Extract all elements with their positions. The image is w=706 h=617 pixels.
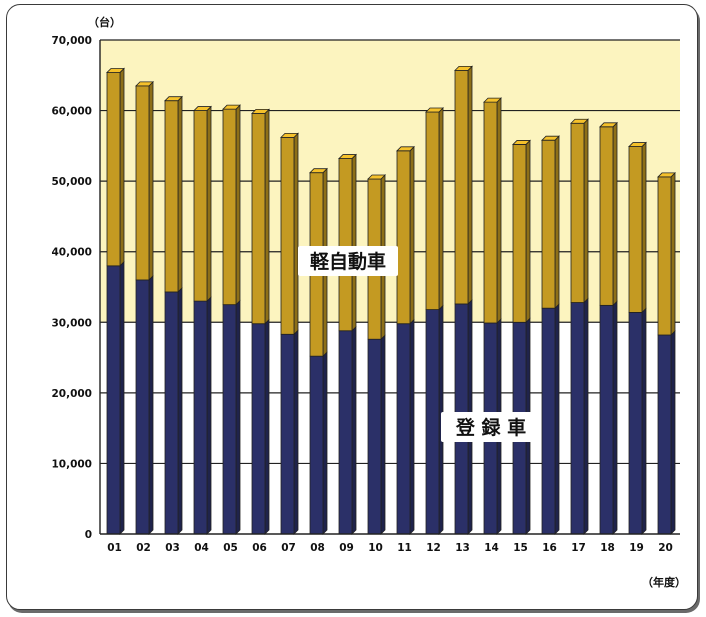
kei-bar [425, 107, 444, 311]
x-tick-label: 11 [397, 542, 412, 554]
kei-bar [454, 65, 473, 305]
registered-bar [164, 286, 183, 535]
registered-bar [367, 334, 386, 535]
x-tick-label: 19 [629, 542, 644, 554]
kei-bar [193, 105, 212, 303]
kei-bar [222, 104, 241, 306]
kei-bar [280, 132, 299, 336]
x-tick-label: 02 [136, 542, 151, 554]
y-tick-label: 40,000 [51, 247, 92, 259]
registered-bar [541, 303, 560, 535]
registered-bar [570, 297, 589, 535]
label-registered: 登 録 車 [441, 412, 541, 442]
x-tick-label: 14 [484, 542, 499, 554]
registered-bar [280, 329, 299, 535]
kei-bar [135, 80, 154, 281]
x-tick-label: 08 [310, 542, 325, 554]
y-tick-label: 70,000 [51, 35, 92, 47]
kei-bar [164, 95, 183, 293]
kei-bar [512, 139, 531, 324]
registered-bar [657, 330, 676, 535]
x-tick-label: 17 [571, 542, 586, 554]
y-tick-label: 30,000 [51, 317, 92, 329]
kei-bar [338, 153, 357, 332]
registered-bar [106, 260, 125, 535]
x-tick-label: 04 [194, 542, 209, 554]
y-tick-label: 10,000 [51, 458, 92, 470]
x-tick-label: 12 [426, 542, 441, 554]
registered-bar [425, 304, 444, 535]
y-tick-label: 50,000 [51, 176, 92, 188]
label-kei: 軽自動車 [298, 246, 398, 276]
registered-bar [396, 318, 415, 535]
registered-bar [251, 318, 270, 535]
kei-bar [396, 145, 415, 325]
svg-text:登 録 車: 登 録 車 [455, 416, 526, 439]
x-tick-label: 18 [600, 542, 615, 554]
x-unit-label: （年度） [642, 575, 686, 589]
x-tick-label: 09 [339, 542, 354, 554]
registered-bar [222, 299, 241, 535]
registered-bar [599, 300, 618, 535]
bars [106, 65, 676, 535]
kei-bar [251, 108, 270, 325]
x-tick-label: 07 [281, 542, 296, 554]
y-unit-label: （台） [88, 15, 121, 29]
x-tick-label: 01 [107, 542, 122, 554]
svg-text:軽自動車: 軽自動車 [310, 250, 386, 273]
kei-bar [541, 135, 560, 310]
registered-bar [628, 307, 647, 535]
kei-bar [628, 141, 647, 314]
x-tick-label: 05 [223, 542, 238, 554]
kei-bar [570, 118, 589, 304]
x-tick-label: 03 [165, 542, 180, 554]
registered-bar [338, 325, 357, 535]
kei-bar [599, 121, 618, 307]
registered-bar [135, 274, 154, 535]
y-tick-labels: 0 10,000 20,000 30,000 40,000 50,000 60,000 70,… [51, 35, 92, 541]
x-tick-label: 13 [455, 542, 470, 554]
kei-bar [106, 67, 125, 267]
y-tick-label: 20,000 [51, 388, 92, 400]
x-tick-labels: 01 02 03 04 05 06 07 08 09 10 11 12 13 14 15 16 17 18 19 20 [107, 542, 673, 554]
registered-bar [309, 351, 328, 535]
x-tick-label: 10 [368, 542, 383, 554]
y-tick-label: 0 [85, 529, 92, 541]
kei-bar [483, 97, 502, 324]
x-tick-label: 20 [658, 542, 673, 554]
x-tick-label: 15 [513, 542, 528, 554]
x-tick-label: 16 [542, 542, 557, 554]
x-tick-label: 06 [252, 542, 267, 554]
registered-bar [193, 296, 212, 535]
y-tick-label: 60,000 [51, 106, 92, 118]
kei-bar [657, 171, 676, 336]
